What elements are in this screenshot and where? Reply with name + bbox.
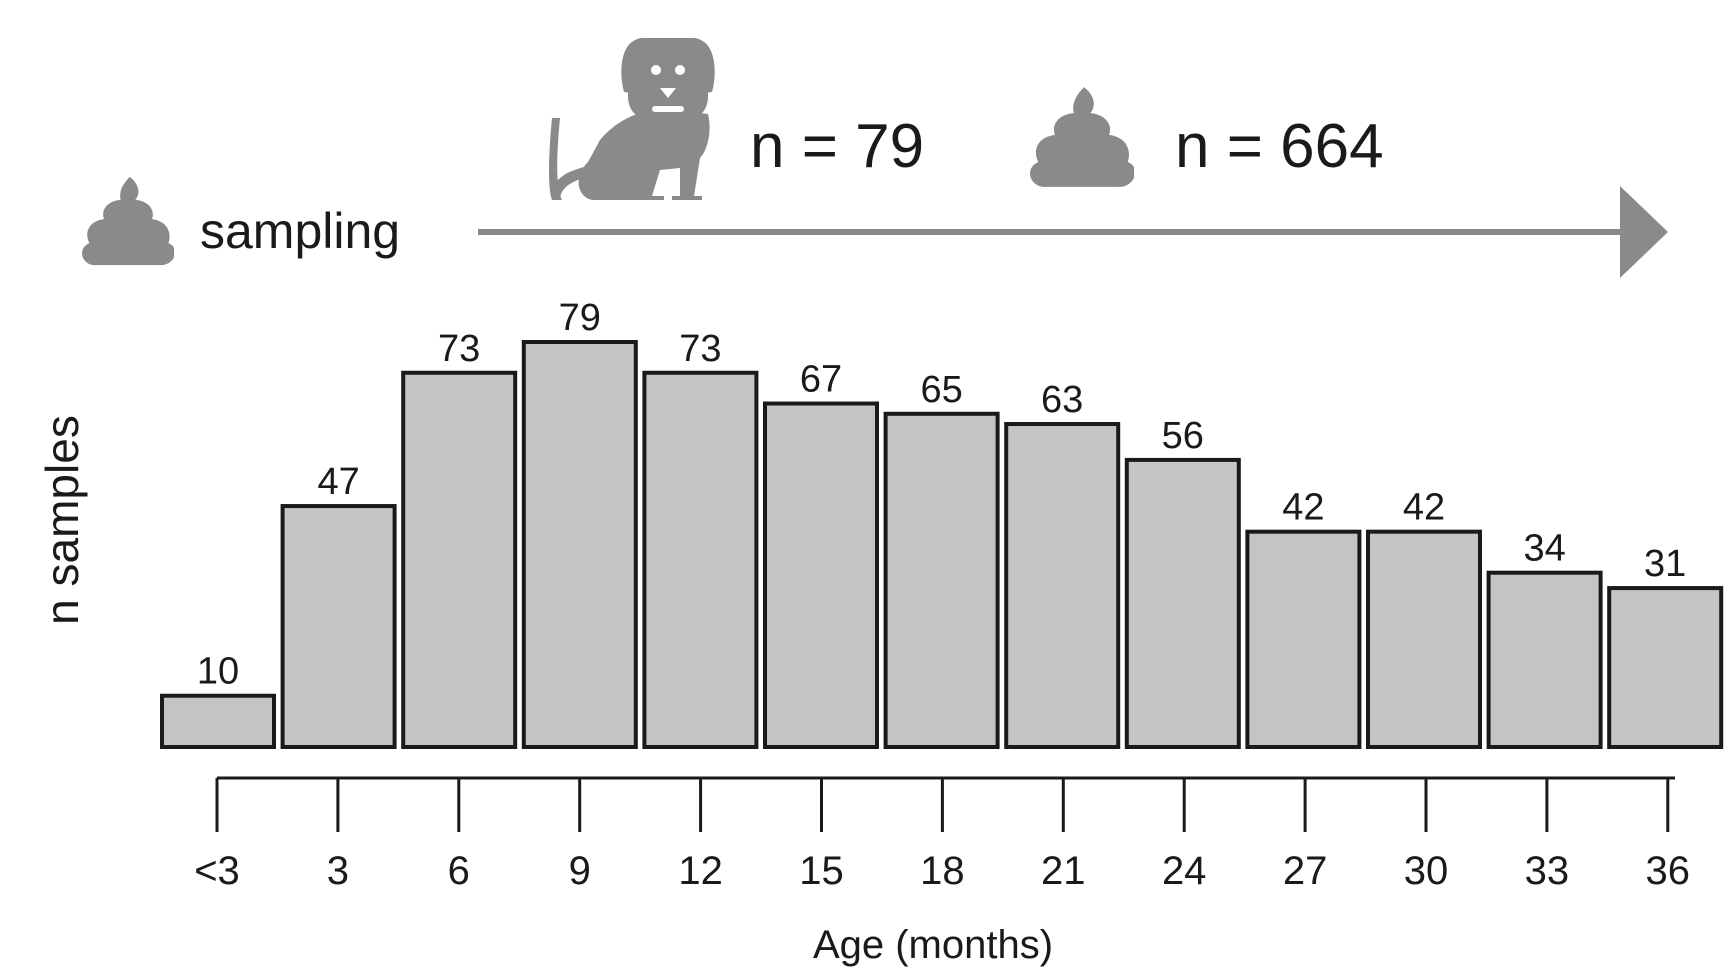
dogs-count-label: n = 79 (750, 112, 924, 181)
x-tick-label: 9 (569, 849, 591, 893)
bar-11 (1486, 570, 1603, 750)
bar-8 (1124, 457, 1241, 749)
value-labels: 10 47 73 79 73 67 65 63 56 42 42 34 31 (197, 297, 1686, 693)
bar-value-label: 10 (197, 651, 239, 693)
x-axis: <3 3 6 9 12 15 18 21 24 27 30 33 36 (194, 776, 1690, 893)
x-tick-label: 15 (799, 849, 844, 893)
dog-face (651, 65, 685, 112)
arrow-right-icon (478, 186, 1668, 278)
bar-3 (521, 340, 638, 749)
x-tick-label: <3 (194, 849, 240, 893)
stool-icon (1030, 87, 1134, 187)
bar-5 (763, 401, 879, 749)
bar-value-label: 34 (1523, 528, 1565, 570)
x-tick-label: 27 (1283, 849, 1328, 893)
bar-value-label: 67 (800, 359, 842, 401)
bar-10 (1366, 529, 1482, 749)
bar-value-label: 65 (920, 369, 962, 411)
x-tick-label: 33 (1525, 849, 1570, 893)
bar-value-label: 73 (438, 328, 480, 370)
header: sampling n = 79 n = 664 (82, 38, 1668, 278)
bar-9 (1245, 529, 1362, 749)
bar-value-label: 42 (1282, 487, 1324, 529)
sampling-label: sampling (200, 203, 400, 259)
x-tick-label: 12 (678, 849, 723, 893)
bar-value-label: 63 (1041, 379, 1083, 421)
bar-value-label: 79 (559, 297, 601, 339)
x-tick-label: 3 (327, 849, 349, 893)
x-tick-labels: <3 3 6 9 12 15 18 21 24 27 30 33 36 (194, 849, 1690, 893)
stool-icon (82, 176, 174, 266)
bar-2 (401, 370, 518, 749)
bar-4 (642, 370, 759, 749)
bar-6 (883, 411, 1000, 749)
x-ticks (215, 778, 1670, 832)
bar-12 (1607, 586, 1724, 749)
x-tick-label: 36 (1646, 849, 1691, 893)
bar-1 (280, 504, 397, 749)
bar-value-label: 42 (1403, 487, 1445, 529)
x-tick-label: 30 (1404, 849, 1449, 893)
x-tick-label: 24 (1162, 849, 1207, 893)
x-tick-label: 18 (920, 849, 965, 893)
x-axis-label: Age (months) (813, 923, 1053, 967)
bars (160, 340, 1724, 750)
x-tick-label: 6 (448, 849, 470, 893)
bar-0 (160, 693, 276, 750)
samples-count-label: n = 664 (1175, 112, 1384, 181)
bar-value-label: 47 (317, 461, 359, 503)
x-tick-label: 21 (1041, 849, 1086, 893)
bar-value-label: 56 (1162, 415, 1204, 457)
bar-7 (1004, 422, 1121, 749)
y-axis-label: n samples (36, 415, 88, 625)
bar-value-label: 31 (1644, 543, 1686, 585)
bar-value-label: 73 (679, 328, 721, 370)
dog-icon (549, 38, 715, 200)
